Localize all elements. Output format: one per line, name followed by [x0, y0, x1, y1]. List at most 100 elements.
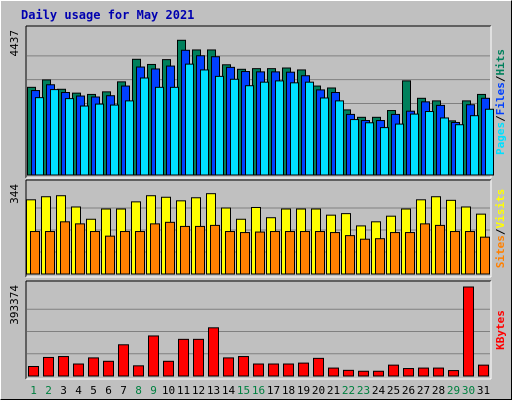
x-tick-label-day-20: 20: [312, 384, 325, 397]
bar-kbytes-day-19: [298, 362, 309, 377]
bar-sites-day-23: [360, 238, 370, 275]
x-tick-label-day-1: 1: [30, 384, 37, 397]
x-tick-label-day-30: 30: [462, 384, 475, 397]
bar-pages-day-2: [50, 89, 59, 176]
bar-kbytes-day-31: [478, 364, 489, 377]
bar-sites-day-6: [105, 235, 115, 275]
x-tick-label-day-29: 29: [447, 384, 460, 397]
bar-pages-day-28: [440, 117, 449, 176]
bar-kbytes-day-17: [268, 363, 279, 377]
x-tick-label-day-25: 25: [387, 384, 400, 397]
bar-kbytes-day-25: [388, 364, 399, 377]
x-tick-label-day-18: 18: [282, 384, 295, 397]
x-tick-label-day-22: 22: [342, 384, 355, 397]
bar-kbytes-day-1: [28, 365, 39, 377]
bar-pages-day-7: [125, 100, 134, 176]
bar-sites-day-20: [315, 231, 325, 275]
bar-kbytes-day-5: [88, 357, 99, 377]
bar-sites-day-19: [300, 231, 310, 275]
bar-sites-day-3: [60, 221, 70, 275]
bar-sites-day-5: [90, 231, 100, 275]
bar-pages-day-23: [365, 122, 374, 176]
bar-sites-day-27: [420, 223, 430, 275]
x-tick-label-day-9: 9: [150, 384, 157, 397]
legend-pages: Pages: [494, 122, 507, 155]
bar-pages-day-10: [170, 86, 179, 176]
right-legend-label: Pages/Files/Hits: [494, 49, 507, 155]
bar-kbytes-day-11: [178, 338, 189, 377]
bar-kbytes-day-18: [283, 363, 294, 377]
bar-pages-day-27: [425, 111, 434, 176]
bar-pages-day-4: [80, 105, 89, 176]
bar-kbytes-day-4: [73, 363, 84, 377]
x-tick-label-day-10: 10: [162, 384, 175, 397]
x-tick-label-day-19: 19: [297, 384, 310, 397]
bar-sites-day-1: [30, 231, 40, 275]
bar-pages-day-26: [410, 113, 419, 176]
bar-sites-day-24: [375, 238, 385, 275]
bar-kbytes-day-7: [118, 344, 129, 377]
bar-kbytes-day-3: [58, 356, 69, 377]
bar-sites-day-30: [465, 231, 475, 275]
bar-pages-day-3: [65, 98, 74, 176]
bar-pages-day-11: [185, 63, 194, 176]
bar-sites-day-10: [165, 221, 175, 275]
x-tick-label-day-14: 14: [222, 384, 236, 397]
bar-sites-day-13: [210, 224, 220, 275]
bar-kbytes-day-15: [238, 356, 249, 377]
bar-kbytes-day-8: [133, 365, 144, 377]
x-tick-label-day-23: 23: [357, 384, 370, 397]
y-max-label: 4437: [8, 30, 21, 57]
bar-pages-day-16: [260, 81, 269, 176]
bar-pages-day-22: [350, 119, 359, 176]
bar-sites-day-12: [195, 225, 205, 275]
bar-sites-day-8: [135, 231, 145, 275]
x-tick-label-day-4: 4: [75, 384, 82, 397]
bar-kbytes-day-20: [313, 357, 324, 377]
bar-sites-day-7: [120, 231, 130, 275]
bar-sites-day-14: [225, 231, 235, 275]
bar-kbytes-day-13: [208, 327, 219, 377]
x-tick-label-day-12: 12: [192, 384, 205, 397]
x-tick-label-day-3: 3: [60, 384, 67, 397]
bar-pages-day-9: [155, 86, 164, 176]
bar-sites-day-15: [240, 232, 250, 275]
x-tick-label-day-31: 31: [477, 384, 490, 397]
bar-pages-day-1: [35, 97, 44, 176]
x-tick-label-day-28: 28: [432, 384, 445, 397]
bar-kbytes-day-28: [433, 367, 444, 377]
bar-pages-day-12: [200, 69, 209, 176]
bar-sites-day-9: [150, 223, 160, 275]
bar-pages-day-29: [455, 124, 464, 176]
bar-kbytes-day-29: [448, 370, 459, 377]
bar-sites-day-18: [285, 231, 295, 275]
legend-hits: Hits: [494, 49, 507, 76]
right-legend-label: Sites/Visits: [494, 189, 507, 269]
bar-pages-day-5: [95, 103, 104, 176]
x-tick-label-day-7: 7: [120, 384, 127, 397]
right-legend-label: KBytes: [494, 310, 507, 350]
x-tick-label-day-17: 17: [267, 384, 280, 397]
x-tick-label-day-6: 6: [105, 384, 112, 397]
bar-kbytes-day-23: [358, 370, 369, 377]
bar-pages-day-14: [230, 78, 239, 176]
chart-title: Daily usage for May 2021: [21, 8, 195, 22]
legend-sites: Sites: [494, 235, 507, 268]
bar-sites-day-28: [435, 224, 445, 275]
bar-kbytes-day-27: [418, 367, 429, 377]
bar-sites-day-21: [330, 232, 340, 275]
x-tick-label-day-26: 26: [402, 384, 415, 397]
bar-pages-day-21: [335, 100, 344, 176]
legend-visits: Visits: [494, 189, 507, 229]
x-tick-label-day-5: 5: [90, 384, 97, 397]
bar-pages-day-6: [110, 104, 119, 176]
bar-kbytes-day-14: [223, 357, 234, 377]
bar-pages-day-20: [320, 97, 329, 176]
x-tick-label-day-16: 16: [252, 384, 265, 397]
bar-sites-day-25: [390, 232, 400, 275]
bar-kbytes-day-16: [253, 363, 264, 377]
bar-sites-day-4: [75, 223, 85, 275]
bar-sites-day-2: [45, 231, 55, 275]
legend-files: Files: [494, 82, 507, 115]
x-tick-label-day-13: 13: [207, 384, 220, 397]
